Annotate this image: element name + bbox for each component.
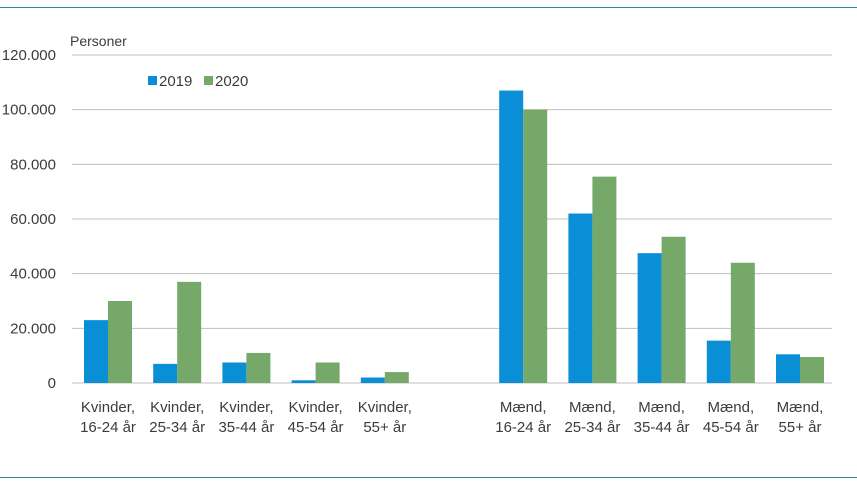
bar-2019 [499,90,524,384]
bar-2020 [523,109,548,384]
bar-2019 [222,362,247,383]
bars [84,90,824,384]
x-tick-label: Mænd, 16-24 år [495,399,551,436]
x-tick-label: Kvinder, 45-54 år [288,399,344,436]
legend-swatch-2019 [148,76,157,85]
bar-2019 [776,354,800,383]
x-tick-label: Kvinder, 55+ år [358,399,412,436]
top-border [0,7,857,8]
y-tick-label: 40.000 [10,266,56,283]
bar-2019 [84,320,108,383]
bar-2019 [706,340,731,383]
bar-2020 [800,357,824,383]
x-tick-label: Mænd, 35-44 år [634,399,690,436]
bar-2020 [177,281,202,383]
y-tick-label: 20.000 [10,320,56,337]
legend-label-2020: 2020 [215,73,248,90]
bar-2019 [291,380,316,383]
legend-label-2019: 2019 [159,73,192,90]
x-tick-label: Kvinder, 25-34 år [149,399,205,436]
bottom-border [0,477,857,478]
bar-2019 [153,363,178,383]
legend: 2019 2020 [148,73,248,90]
bar-2020 [315,362,340,383]
x-tick-label: Mænd, 45-54 år [703,399,759,436]
bar-2019 [637,253,662,383]
bar-2019 [568,213,593,383]
x-tick-label: Kvinder, 16-24 år [80,399,136,436]
y-tick-label: 80.000 [10,156,56,173]
x-tick-label: Mænd, 55+ år [777,399,824,436]
y-axis-ticks: 0 20.000 40.000 60.000 80.000 100.000 120.000 [2,47,56,392]
x-axis-labels: Kvinder, 16-24 år Kvinder, 25-34 år Kvinder,… [80,399,823,436]
bar-2020 [592,176,617,383]
bar-2020 [384,372,409,383]
y-axis-label: Personer [70,33,127,49]
y-tick-label: 60.000 [10,211,56,228]
bar-2020 [730,262,755,383]
y-tick-label: 100.000 [2,102,56,119]
bar-2019 [360,377,385,383]
bar-2020 [108,301,132,383]
bar-2020 [661,236,686,383]
gridlines [72,54,832,384]
x-tick-label: Kvinder, 35-44 år [218,399,274,436]
y-tick-label: 0 [48,375,56,392]
legend-swatch-2020 [204,76,213,85]
y-tick-label: 120.000 [2,47,56,64]
x-tick-label: Mænd, 25-34 år [564,399,620,436]
bar-2020 [246,352,271,383]
